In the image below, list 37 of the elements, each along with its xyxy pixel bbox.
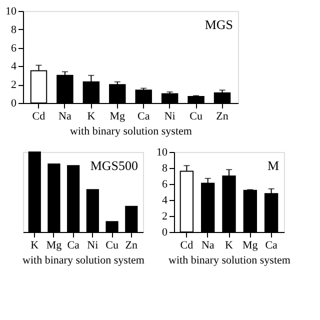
y-tick-label: 6 — [162, 178, 168, 190]
y-tick-label: 8 — [162, 162, 168, 174]
x-tick-label: Cu — [106, 240, 119, 252]
x-tick-label: Zn — [125, 240, 138, 252]
x-tick-label: Zn — [216, 110, 229, 122]
y-tick-label: 10 — [6, 6, 17, 18]
y-tick-label: 6 — [11, 42, 17, 54]
x-axis-title: with binary solution system — [168, 254, 291, 266]
y-tick-label: 0 — [162, 226, 168, 238]
x-tick-label: K — [225, 240, 234, 252]
x-tick-label: Mg — [110, 110, 126, 122]
chart-title: M — [267, 158, 280, 173]
x-tick-label: Ca — [265, 240, 278, 252]
x-tick-label: Mg — [242, 240, 258, 252]
x-axis-title: with binary solution system — [22, 254, 145, 266]
x-tick-label: K — [30, 240, 39, 252]
x-tick-label: K — [87, 110, 96, 122]
y-tick-label: 0 — [11, 98, 17, 110]
y-tick-label: 8 — [11, 24, 17, 36]
y-tick-label: 10 — [156, 146, 168, 158]
text: MGS500 — [90, 158, 138, 173]
y-tick-label: 4 — [11, 60, 17, 73]
x-tick-label: Mg — [46, 240, 62, 252]
x-tick-label: Ca — [67, 240, 80, 252]
x-tick-label: Cd — [180, 240, 194, 252]
y-tick-label: 2 — [162, 210, 168, 222]
x-tick-label: Na — [201, 240, 214, 252]
x-tick-label: Cu — [190, 110, 203, 122]
x-tick-label: Ni — [164, 110, 176, 122]
x-tick-label: Ca — [137, 110, 150, 122]
x-tick-label: Cd — [32, 110, 46, 122]
y-tick-label: 2 — [11, 79, 16, 92]
x-axis-title: with binary solution system — [70, 126, 192, 138]
y-tick-label: 4 — [162, 194, 168, 206]
x-tick-label: Na — [58, 110, 72, 122]
text: MGS — [204, 17, 233, 32]
x-tick-label: Ni — [87, 240, 98, 252]
